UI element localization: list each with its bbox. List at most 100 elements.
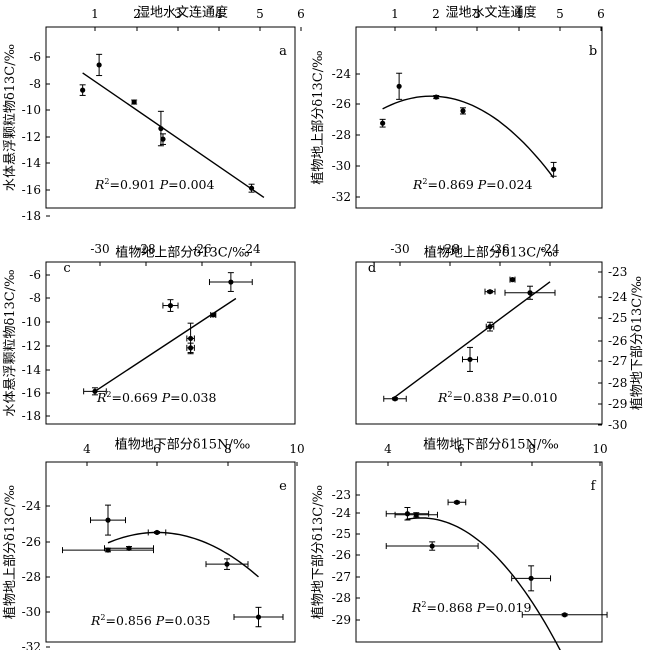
r2-value: =0.868 <box>427 600 477 615</box>
r2-symbol: R <box>94 177 104 192</box>
data-marker <box>80 87 86 93</box>
y-axis-title: 植物地上部分δ13C/‰ <box>311 50 326 184</box>
panel-b: 湿地水文连通度 1 2 3 4 5 6 -24 -26 -28 -30 -32 植物地上部分δ13C/‰… <box>311 5 605 209</box>
x-tick-label: 4 <box>384 442 392 456</box>
r2-superscript: 2 <box>104 177 109 186</box>
y-tick-label: -27 <box>332 570 351 584</box>
y-axis-title: 植物地上部分δ13C/‰ <box>3 485 18 619</box>
data-marker <box>228 279 234 285</box>
data-point <box>433 94 440 100</box>
data-marker <box>413 512 419 518</box>
panel-frame <box>45 461 296 643</box>
y-tick-label: -24 <box>22 499 42 513</box>
data-marker <box>105 517 111 523</box>
y-tick-label: -24 <box>608 290 628 304</box>
y-tick-label: -14 <box>22 156 42 170</box>
y-tick-label: -25 <box>608 311 627 325</box>
y-tick-label: -12 <box>22 339 41 353</box>
y-axis-title: 水体悬浮颗粒物δ13C/‰ <box>3 44 18 191</box>
data-point <box>210 311 217 318</box>
data-marker <box>467 356 473 363</box>
r2-superscript: 2 <box>106 390 111 399</box>
r2-value: =0.838 <box>453 390 503 405</box>
data-marker <box>487 289 493 295</box>
data-point <box>131 99 138 105</box>
p-symbol: P <box>477 177 487 192</box>
stats-annotation: R2=0.869 P=0.024 <box>412 177 532 192</box>
x-tick-label: 4 <box>515 7 523 21</box>
x-tick-label: -24 <box>241 242 261 256</box>
y-tick-label: -6 <box>29 268 41 282</box>
panel-e: 植物地下部分δ15N/‰ 4 6 8 10 -24 -26 -28 -30 -32 植物地上部分δ1… <box>3 438 305 650</box>
y-tick-label: -30 <box>22 605 41 619</box>
y-tick-label: -26 <box>22 535 41 549</box>
x-tick-label: 10 <box>592 442 607 456</box>
data-marker <box>509 277 516 283</box>
y-tick-label: -16 <box>22 386 41 400</box>
y-tick-label: -18 <box>22 409 41 423</box>
fit-line <box>107 531 259 578</box>
x-tick-label: 2 <box>133 7 141 21</box>
data-point <box>208 272 253 292</box>
panel-c: 植物地上部分δ13C/‰ -30 -28 -26 -24 -6 -8 -10 -12 -14 -16… <box>3 242 296 425</box>
panel-frame <box>45 26 296 209</box>
data-point <box>484 288 496 295</box>
panel-frame <box>355 461 603 643</box>
p-value: =0.035 <box>164 613 210 628</box>
p-symbol: P <box>161 390 171 405</box>
y-tick-label: -6 <box>29 50 41 64</box>
y-tick-label: -27 <box>608 354 627 368</box>
data-marker <box>131 99 137 105</box>
data-point <box>104 545 154 552</box>
p-symbol: P <box>159 177 169 192</box>
y-tick-label: -32 <box>22 640 41 650</box>
panel-frame <box>45 261 296 425</box>
data-point <box>485 321 495 332</box>
data-point <box>550 161 557 177</box>
x-tick-label: -30 <box>390 242 409 256</box>
p-symbol: P <box>502 390 512 405</box>
y-tick-label: -23 <box>608 265 627 279</box>
fit-line <box>82 72 265 199</box>
r2-value: =0.901 <box>110 177 160 192</box>
data-marker <box>248 185 255 191</box>
p-value: =0.024 <box>486 177 532 192</box>
data-marker <box>96 62 102 68</box>
stats-annotation: R2=0.856 P=0.035 <box>90 613 210 628</box>
data-marker <box>454 499 460 505</box>
stats-annotation: R2=0.901 P=0.004 <box>94 177 214 192</box>
panel-frame <box>355 26 603 209</box>
data-point <box>396 72 403 100</box>
p-value: =0.010 <box>511 390 557 405</box>
data-marker <box>487 324 493 330</box>
y-tick-label: -23 <box>332 488 351 502</box>
y-tick-label: -25 <box>332 527 351 541</box>
x-tick-label: -26 <box>192 242 211 256</box>
panel-label: e <box>279 479 287 494</box>
panel-label: f <box>591 479 597 494</box>
x-tick-label: 8 <box>224 442 232 456</box>
data-marker <box>255 614 262 620</box>
x-tick-label: 10 <box>289 442 304 456</box>
y-axis-title: 植物地下部分δ13C/‰ <box>630 276 645 410</box>
data-point <box>147 529 167 536</box>
data-marker <box>527 290 533 296</box>
x-tick-label: 2 <box>432 7 440 21</box>
stats-annotation: R2=0.669 P=0.038 <box>96 390 216 405</box>
data-marker <box>562 612 568 618</box>
data-marker <box>167 302 174 309</box>
data-point <box>385 541 479 551</box>
data-point <box>385 507 430 521</box>
data-point <box>233 606 284 628</box>
x-tick-label: -30 <box>90 242 109 256</box>
panel-label: b <box>589 44 597 59</box>
panel-frame <box>355 261 603 425</box>
y-tick-label: -10 <box>22 103 41 117</box>
y-tick-label: -29 <box>332 613 351 627</box>
x-tick-label: -28 <box>440 242 459 256</box>
r2-superscript: 2 <box>447 390 452 399</box>
data-point <box>504 285 556 300</box>
data-point <box>83 387 107 396</box>
data-marker <box>160 136 166 142</box>
